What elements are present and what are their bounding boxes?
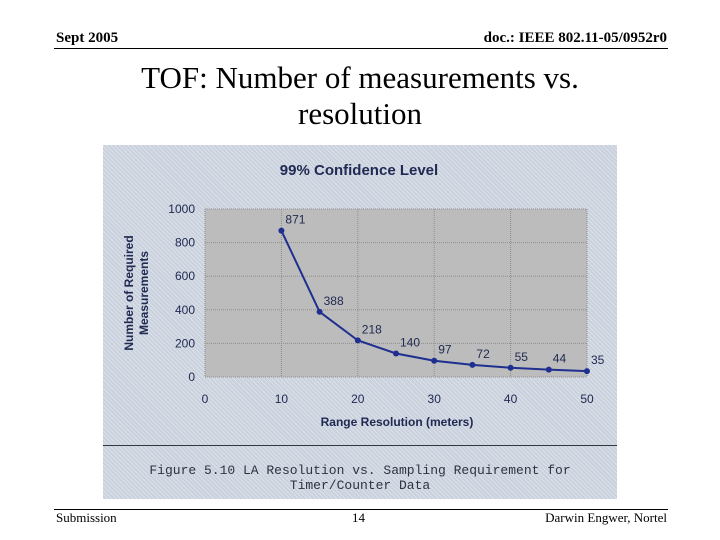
footer-rule <box>54 509 668 510</box>
data-label-3: 140 <box>400 335 420 349</box>
data-label-4: 97 <box>438 343 452 357</box>
footer-submission: Submission <box>56 510 117 525</box>
y-tick-label-1: 200 <box>175 336 195 350</box>
x-tick-labels: 0 10 20 30 40 50 <box>202 392 594 406</box>
data-label-1: 388 <box>324 294 344 308</box>
header-date: Sept 2005 <box>56 30 119 46</box>
data-label-6: 55 <box>515 350 529 364</box>
data-point-3 <box>393 350 399 357</box>
data-label-5: 72 <box>476 347 490 361</box>
header-doc-id: doc.: IEEE 802.11-05/0952r0 <box>483 30 667 46</box>
x-tick-label-0: 0 <box>202 392 209 406</box>
y-tick-labels: 0 200 400 600 800 1000 <box>168 202 195 384</box>
x-tick-label-1: 10 <box>275 392 289 406</box>
data-point-0 <box>278 227 285 234</box>
y-tick-label-4: 800 <box>175 236 195 250</box>
y-axis-label-line-1: Number of Required <box>122 235 136 350</box>
data-point-6 <box>507 364 514 371</box>
data-label-8: 35 <box>591 353 605 367</box>
plot-area <box>205 209 587 377</box>
data-point-4 <box>431 357 438 364</box>
gridlines <box>204 208 588 378</box>
figure-caption: Figure 5.10 LA Resolution vs. Sampling R… <box>149 463 571 493</box>
data-label-2: 218 <box>362 322 382 336</box>
data-point-7 <box>545 366 552 373</box>
chart-figure: 99% Confidence Level 0 200 400 600 800 1000 0… <box>103 145 617 499</box>
x-tick-label-2: 20 <box>351 392 365 406</box>
x-tick-label-3: 30 <box>428 392 442 406</box>
y-tick-label-5: 1000 <box>168 202 195 216</box>
data-label-7: 44 <box>553 352 567 366</box>
chart-title: 99% Confidence Level <box>280 162 438 179</box>
y-tick-label-3: 600 <box>175 269 195 283</box>
data-points <box>278 227 590 375</box>
data-point-2 <box>354 337 361 344</box>
y-tick-label-0: 0 <box>188 370 195 384</box>
y-tick-label-2: 400 <box>175 303 195 317</box>
x-axis-label: Range Resolution (meters) <box>321 415 474 429</box>
slide-title: TOF: Number of measurements vs. resoluti… <box>141 60 579 131</box>
data-point-8 <box>584 368 590 375</box>
data-point-1 <box>316 308 323 315</box>
data-point-5 <box>469 361 476 368</box>
data-label-0: 871 <box>285 213 305 227</box>
y-axis-label-line-2: Measurements <box>137 251 151 335</box>
y-axis-label: Number of Required Measurements <box>122 235 151 350</box>
x-tick-label-4: 40 <box>504 392 518 406</box>
caption-rule <box>103 445 617 446</box>
data-labels: 871 388 218 140 97 72 55 44 35 <box>285 213 604 367</box>
x-tick-label-5: 50 <box>580 392 594 406</box>
footer-author: Darwin Engwer, Nortel <box>545 510 667 525</box>
footer-page-number: 14 <box>352 510 365 525</box>
header-rule <box>54 48 668 49</box>
